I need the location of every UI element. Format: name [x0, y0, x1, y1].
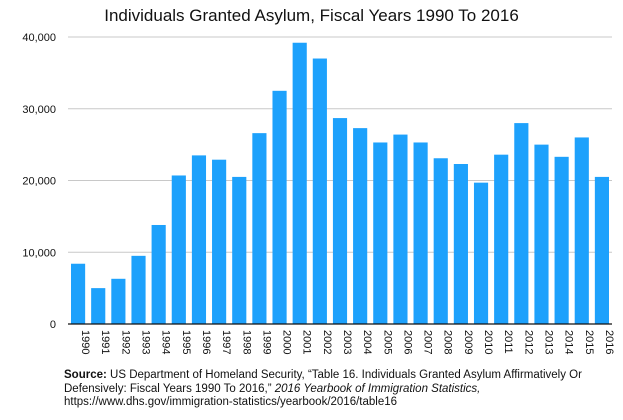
bar-1990: [71, 263, 86, 324]
bar-1999: [252, 133, 267, 324]
y-tick-label: 20,000: [22, 176, 56, 188]
x-tick-label: 1990: [79, 330, 91, 354]
bar-1993: [131, 255, 146, 324]
bar-2015: [574, 137, 589, 324]
bar-2003: [332, 118, 348, 324]
x-tick-label: 2016: [603, 330, 615, 354]
x-tick-label: 1995: [180, 330, 192, 354]
x-tick-label: 2007: [422, 330, 434, 354]
bar-2014: [554, 156, 569, 324]
source-text: US Department of Homeland Security, “Tab…: [64, 369, 582, 395]
bar-2000: [272, 90, 287, 324]
x-tick-label: 2010: [482, 330, 494, 354]
y-tick-label: 10,000: [22, 247, 56, 259]
bar-2001: [292, 42, 307, 325]
y-tick-label: 40,000: [22, 32, 56, 44]
bar-2010: [473, 182, 489, 324]
bar-2005: [373, 142, 388, 324]
bar-1996: [191, 155, 207, 324]
x-tick-label: 1991: [99, 330, 111, 354]
bar-1998: [232, 176, 247, 324]
bar-2013: [534, 144, 549, 324]
x-tick-label: 1993: [140, 330, 152, 354]
x-tick-label: 1998: [240, 330, 252, 354]
bar-2016: [594, 176, 609, 324]
bar-1991: [91, 288, 106, 324]
x-tick-label: 2011: [502, 330, 514, 354]
x-tick-label: 1996: [200, 330, 212, 354]
y-tick-label: 0: [50, 319, 56, 331]
bar-1992: [111, 278, 126, 324]
bar-2006: [393, 134, 408, 324]
x-tick-label: 2005: [381, 330, 393, 354]
bar-2004: [353, 128, 368, 324]
x-tick-label: 1992: [119, 330, 131, 354]
x-tick-label: 2013: [542, 330, 554, 354]
source-publication: 2016 Yearbook of Immigration Statistics,: [274, 382, 481, 395]
bar-1997: [212, 159, 227, 324]
source-note: Source: US Department of Homeland Securi…: [64, 369, 619, 410]
bar-2008: [433, 158, 448, 324]
x-tick-label: 2004: [361, 330, 373, 354]
x-tick-label: 2006: [401, 330, 413, 354]
bar-1995: [171, 175, 186, 324]
source-label: Source:: [64, 369, 107, 381]
y-tick-label: 30,000: [22, 104, 56, 116]
bar-chart: 0 10,000 20,000 30,000 40,000 1990 1991 1992 199…: [22, 32, 615, 354]
bar-2002: [312, 58, 327, 325]
x-tick-label: 2008: [442, 330, 454, 354]
x-tick-label: 1999: [260, 330, 272, 354]
x-tick-label: 2012: [522, 330, 534, 354]
x-tick-label: 2003: [341, 330, 353, 354]
x-tick-label: 1994: [160, 330, 172, 354]
bar-1994: [151, 224, 166, 324]
x-tick-label: 1997: [220, 330, 232, 354]
x-tick-label: 2000: [281, 330, 293, 354]
bar-2011: [494, 154, 509, 324]
x-tick-label: 2015: [583, 330, 595, 354]
x-tick-label: 2014: [563, 330, 575, 354]
x-tick-label: 2002: [321, 330, 333, 354]
bar-2012: [514, 123, 529, 324]
source-url[interactable]: https://www.dhs.gov/immigration-statisti…: [64, 396, 398, 408]
bar-2007: [413, 142, 428, 324]
x-tick-label: 2009: [462, 330, 474, 354]
bar-2009: [453, 163, 468, 324]
x-tick-label: 2001: [301, 330, 313, 354]
chart-title: Individuals Granted Asylum, Fiscal Years…: [104, 6, 519, 25]
